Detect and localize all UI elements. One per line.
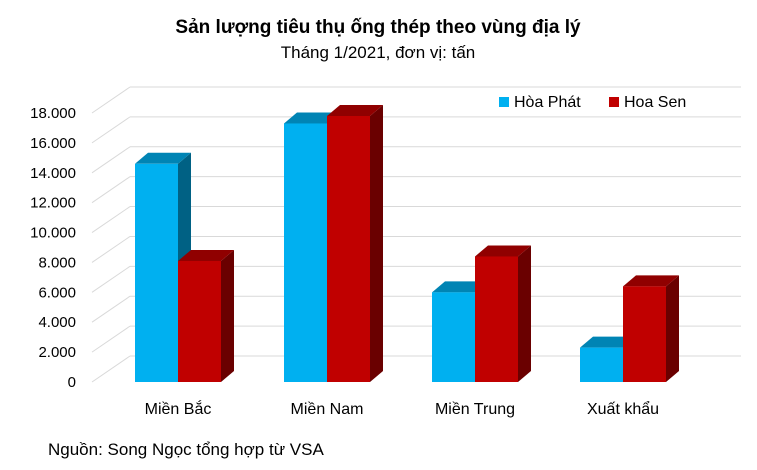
bar-front [135,163,178,382]
y-tick-label: 10.000 [30,225,76,242]
bar-side [221,249,234,382]
legend-label: Hòa Phát [514,94,581,111]
grid-line-diagonal [91,325,131,353]
bar-front [580,347,623,382]
grid-line-diagonal [91,265,131,293]
bar-top [475,245,531,257]
bar-front [432,292,475,382]
bar-top [580,336,636,348]
y-tick-label: 12.000 [30,195,76,212]
y-tick-label: 8.000 [38,254,76,271]
grid-line-diagonal [91,355,131,383]
legend-label: Hoa Sen [624,94,686,111]
legend-swatch [499,97,509,107]
bars [135,104,679,382]
bar-top [327,104,383,116]
bar-front [327,115,370,382]
y-tick-label: 6.000 [38,284,76,301]
bar-hoa-sen-2 [327,104,383,382]
grid-line-diagonal [91,116,131,144]
bar-side [518,245,531,382]
y-tick-label: 18.000 [30,105,76,122]
bar-front [475,256,518,382]
bar-side [370,104,383,382]
bar-top [284,112,340,124]
x-category-label: Miền Bắc [145,399,212,418]
y-tick-label: 14.000 [30,165,76,182]
legend: Hòa Phát Hoa Sen [499,94,686,111]
grid-line-diagonal [91,295,131,323]
y-axis-tick-labels: 0 2.000 4.000 6.000 8.000 10.000 12.000 14.000 1… [30,105,76,391]
bar-top [623,275,679,287]
x-category-label: Xuất khẩu [587,400,659,418]
grid-line-diagonal [91,146,131,174]
y-tick-label: 0 [68,374,76,391]
bar-top [432,281,488,293]
bar-front [178,260,221,382]
bar-top [135,152,191,164]
y-tick-label: 2.000 [38,344,76,361]
x-category-label: Miền Nam [291,401,364,418]
bar-top [178,249,234,261]
x-category-label: Miền Trung [435,401,515,418]
legend-swatch [609,97,619,107]
grid-line-diagonal [91,86,131,114]
source-note: Nguồn: Song Ngọc tổng hợp từ VSA [48,440,324,459]
x-axis-category-labels: Miền Bắc Miền Nam Miền Trung Xuất khẩu [145,399,659,418]
bar-front [623,286,666,382]
y-tick-label: 16.000 [30,135,76,152]
chart-title: Sản lượng tiêu thụ ống thép theo vùng đị… [175,17,581,38]
grid-line-diagonal [91,206,131,233]
y-tick-label: 4.000 [38,314,76,331]
grid-line-diagonal [91,176,131,204]
bar-hoa-sen-4 [623,275,679,382]
bar-hoa-sen-1 [178,249,234,382]
grid-line-diagonal [91,236,131,263]
bar-hoa-sen-3 [475,245,531,382]
bar-front [284,123,327,382]
chart-subtitle: Tháng 1/2021, đơn vị: tấn [281,43,476,62]
bar-side [666,275,679,382]
